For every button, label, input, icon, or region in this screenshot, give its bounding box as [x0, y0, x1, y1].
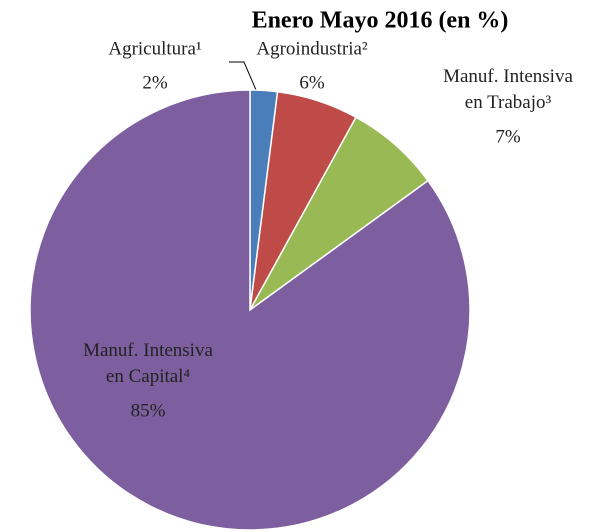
- pie-slice: [29, 89, 471, 531]
- value-label: 6%: [299, 72, 325, 93]
- category-label: Manuf. Intensiva en Trabajo³: [443, 66, 573, 113]
- category-label-line: Manuf. Intensiva: [443, 66, 573, 87]
- value-label: 85%: [131, 400, 166, 421]
- category-label-line: en Capital⁴: [106, 366, 191, 387]
- value-label: 2%: [142, 72, 168, 93]
- category-label-line: en Trabajo³: [465, 92, 552, 113]
- category-label: Agroindustria²: [256, 38, 368, 59]
- category-label: Agricultura¹: [108, 38, 202, 59]
- value-label: 7%: [495, 126, 521, 147]
- leader-line: [229, 61, 257, 91]
- category-label-line: Manuf. Intensiva: [83, 340, 213, 361]
- chart-title: Enero Mayo 2016 (en %): [252, 8, 509, 34]
- category-label: Manuf. Intensiva en Capital⁴: [83, 340, 213, 387]
